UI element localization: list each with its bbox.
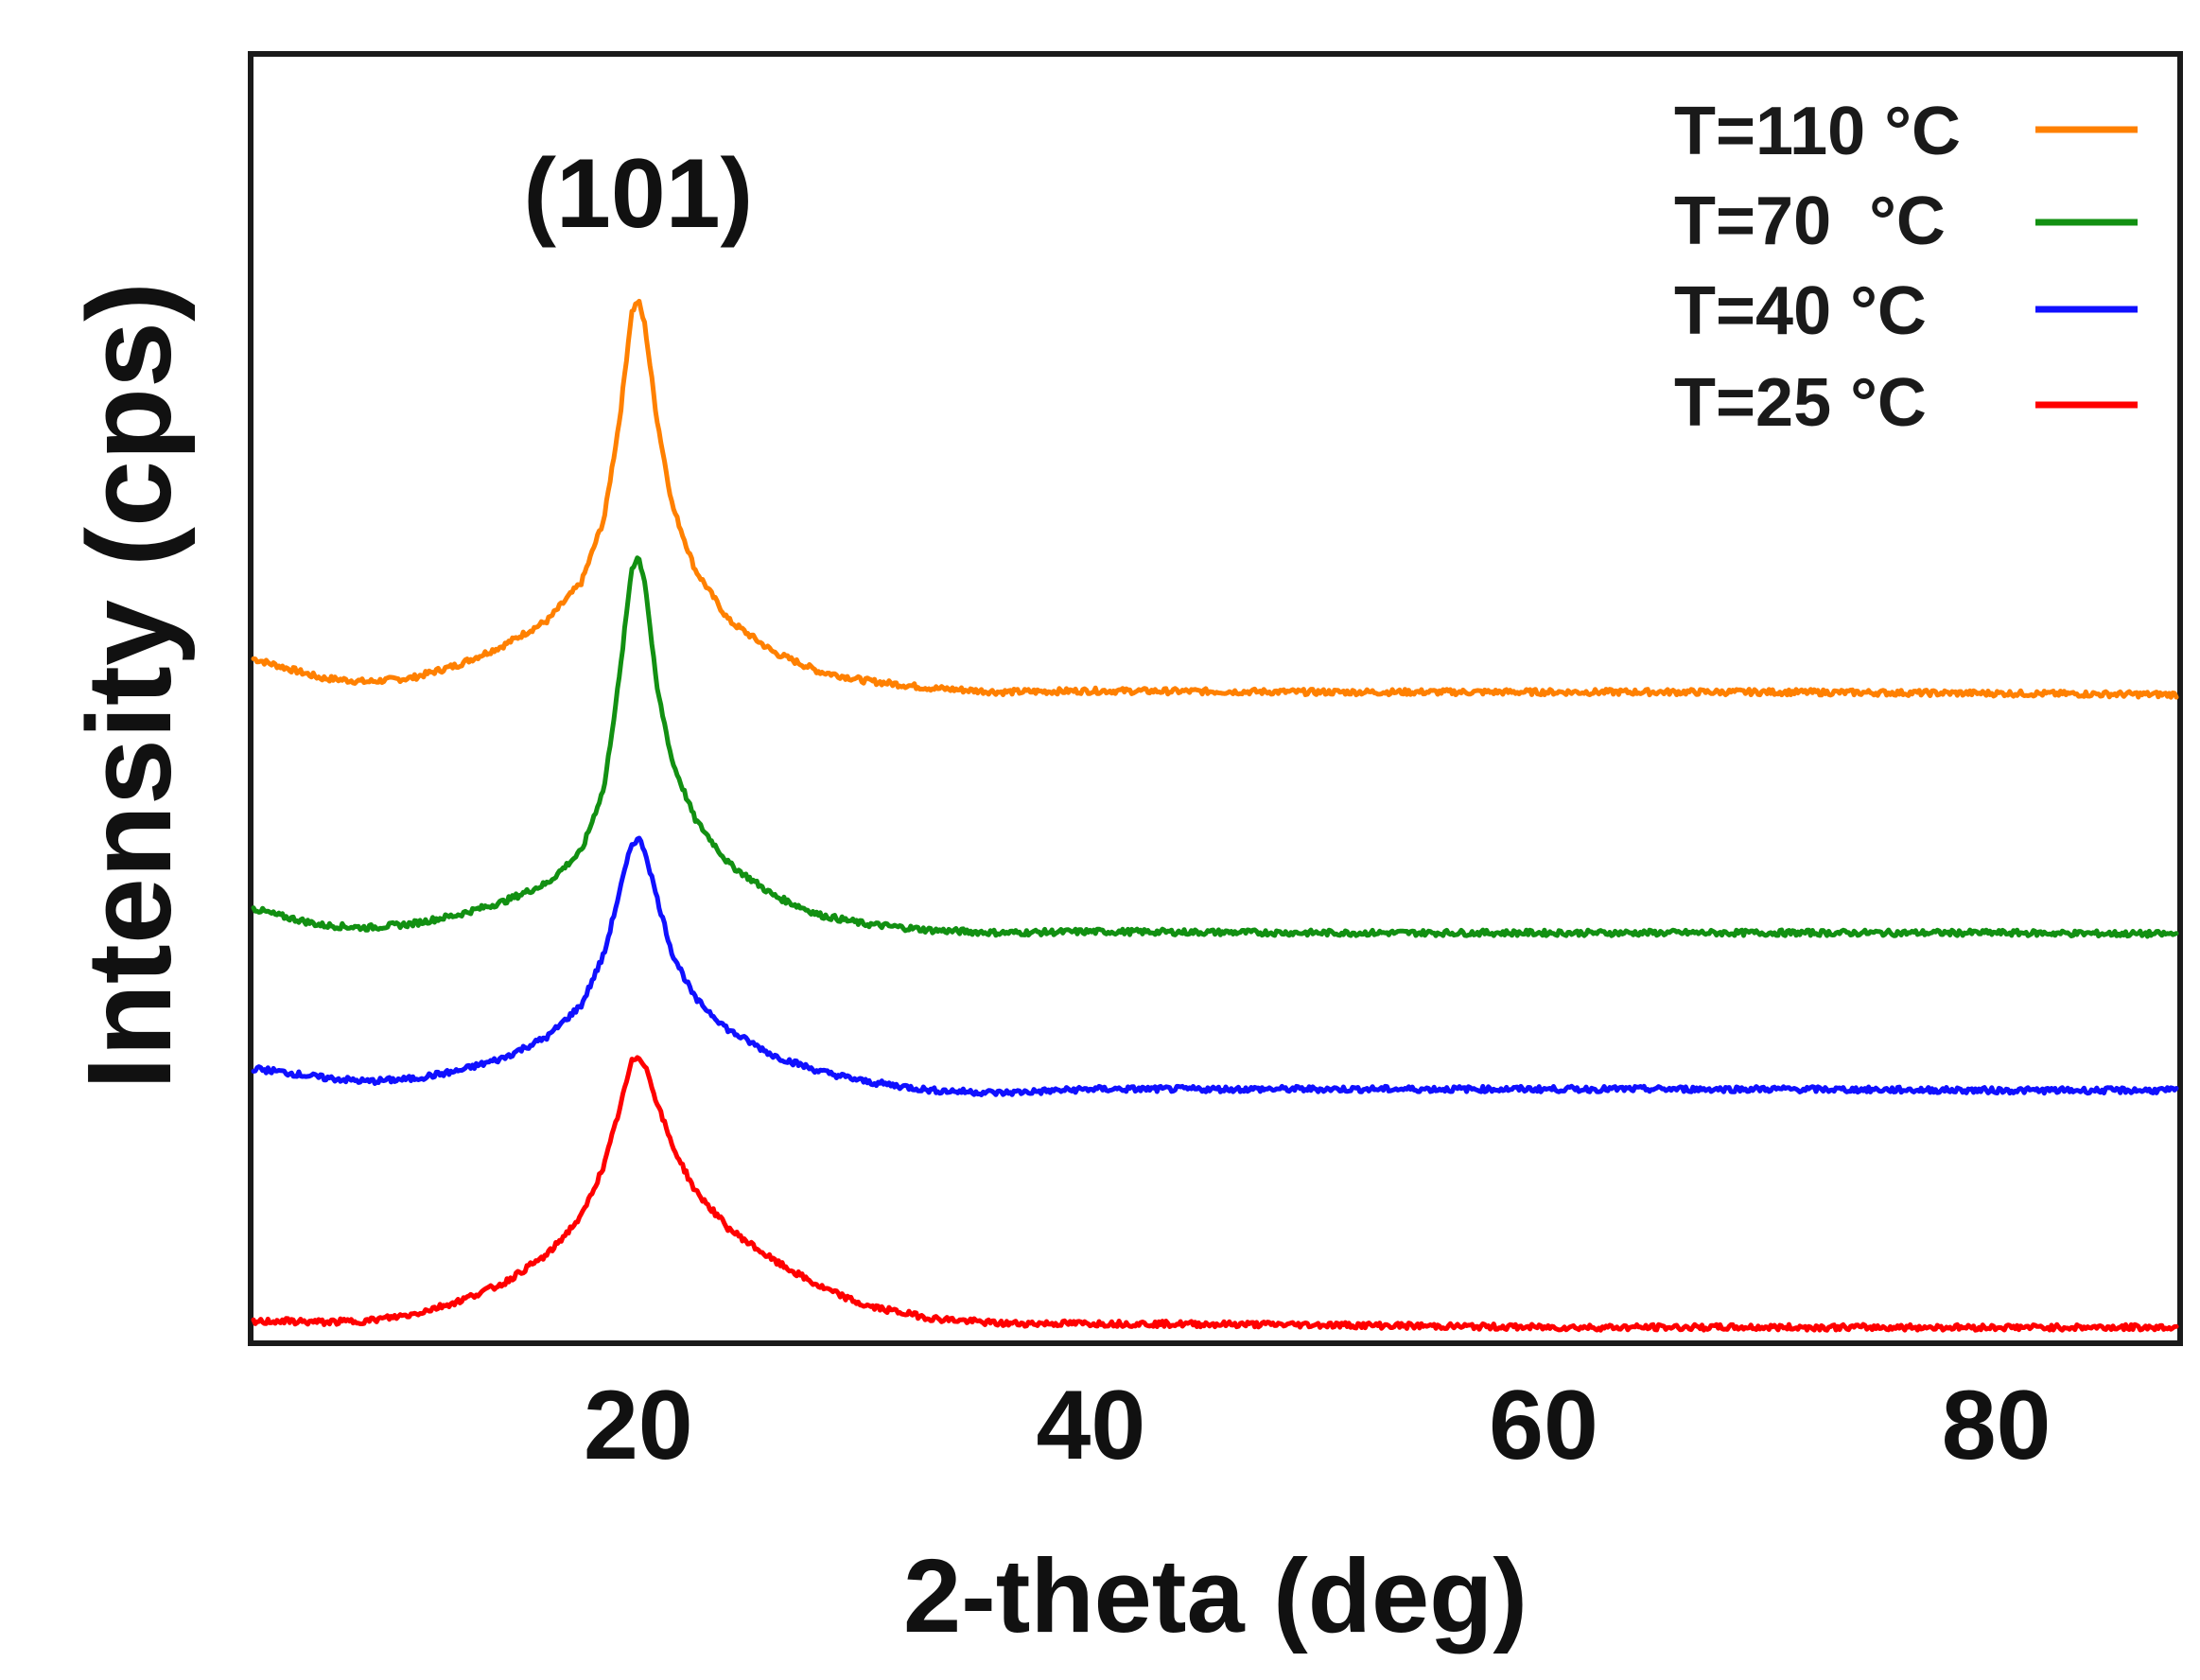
- x-tick-label: 80: [1942, 1371, 2052, 1480]
- series-group: [251, 298, 2179, 1333]
- series-line-40: [251, 835, 2179, 1097]
- peak-annotation: (101): [523, 139, 753, 249]
- x-tick-labels: 20 40 60 80: [584, 1371, 2051, 1480]
- legend-label-40: T=40 °C: [1674, 273, 1927, 349]
- legend-label-110: T=110 °C: [1674, 94, 1961, 169]
- x-tick-label: 60: [1489, 1371, 1598, 1480]
- series-line-25: [251, 1055, 2179, 1333]
- plot-frame: [248, 51, 2183, 1346]
- x-tick-label: 40: [1037, 1371, 1146, 1480]
- series-line-110: [251, 298, 2179, 700]
- series-line-70: [251, 555, 2179, 939]
- x-tick-label: 20: [584, 1371, 693, 1480]
- legend-label-70: T=70 °C: [1674, 184, 1946, 259]
- legend: T=110 °C T=70 °C T=40 °C T=25 °C: [1674, 94, 2138, 441]
- legend-label-25: T=25 °C: [1674, 365, 1927, 441]
- x-axis-title: 2-theta (deg): [903, 1538, 1528, 1654]
- y-axis-title: Intensity (cps): [62, 282, 196, 1090]
